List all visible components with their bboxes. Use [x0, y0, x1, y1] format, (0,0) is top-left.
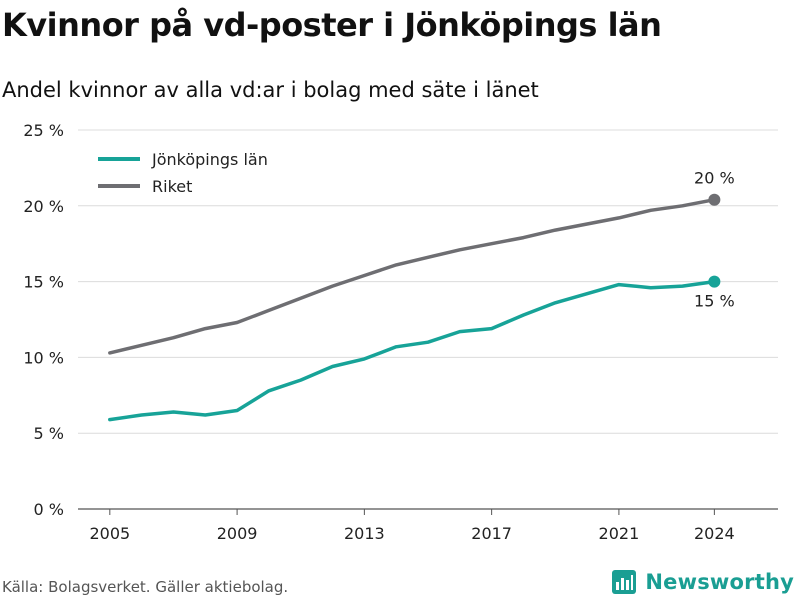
y-tick-label: 10 % [23, 348, 64, 367]
series-lines: 15 % 20 % [108, 169, 735, 422]
x-tick-label: 2021 [599, 524, 640, 543]
end-label-j-nk-pings-l-n: 15 % [694, 292, 735, 311]
x-tick-label: 2005 [89, 524, 130, 543]
x-tick-label: 2013 [344, 524, 385, 543]
legend: Jönköpings län Riket [98, 150, 268, 196]
x-tick-label: 2017 [471, 524, 512, 543]
end-label-riket: 20 % [694, 169, 735, 188]
chart-subtitle: Andel kvinnor av alla vd:ar i bolag med … [2, 78, 539, 102]
source-note: Källa: Bolagsverket. Gäller aktiebolag. [2, 578, 289, 596]
series-line-riket [108, 197, 717, 355]
chart-title: Kvinnor på vd-poster i Jönköpings län [2, 6, 662, 44]
legend-label: Riket [152, 177, 192, 196]
brand-name: Newsworthy [645, 570, 794, 594]
legend-label: Jönköpings län [151, 150, 268, 169]
y-tick-label: 0 % [34, 500, 64, 519]
y-tick-label: 5 % [34, 424, 64, 443]
x-tick-label: 2009 [217, 524, 258, 543]
grid-lines [78, 129, 778, 510]
brand-logo[interactable]: Newsworthy [611, 569, 794, 595]
y-tick-label: 15 % [23, 273, 64, 292]
end-point-j-nk-pings-l-n [708, 275, 721, 288]
end-point-riket [708, 193, 721, 206]
x-tick-label: 2024 [694, 524, 735, 543]
y-axis-ticks: 0 % 5 % 10 % 15 % 20 % 25 % [23, 121, 64, 519]
y-tick-label: 20 % [23, 197, 64, 216]
series-line-j-nk-pings-l-n [108, 279, 717, 422]
newsworthy-logo-icon [612, 570, 637, 594]
x-axis-ticks: 2005 2009 2013 2017 2021 2024 [89, 509, 735, 543]
y-tick-label: 25 % [23, 121, 64, 140]
